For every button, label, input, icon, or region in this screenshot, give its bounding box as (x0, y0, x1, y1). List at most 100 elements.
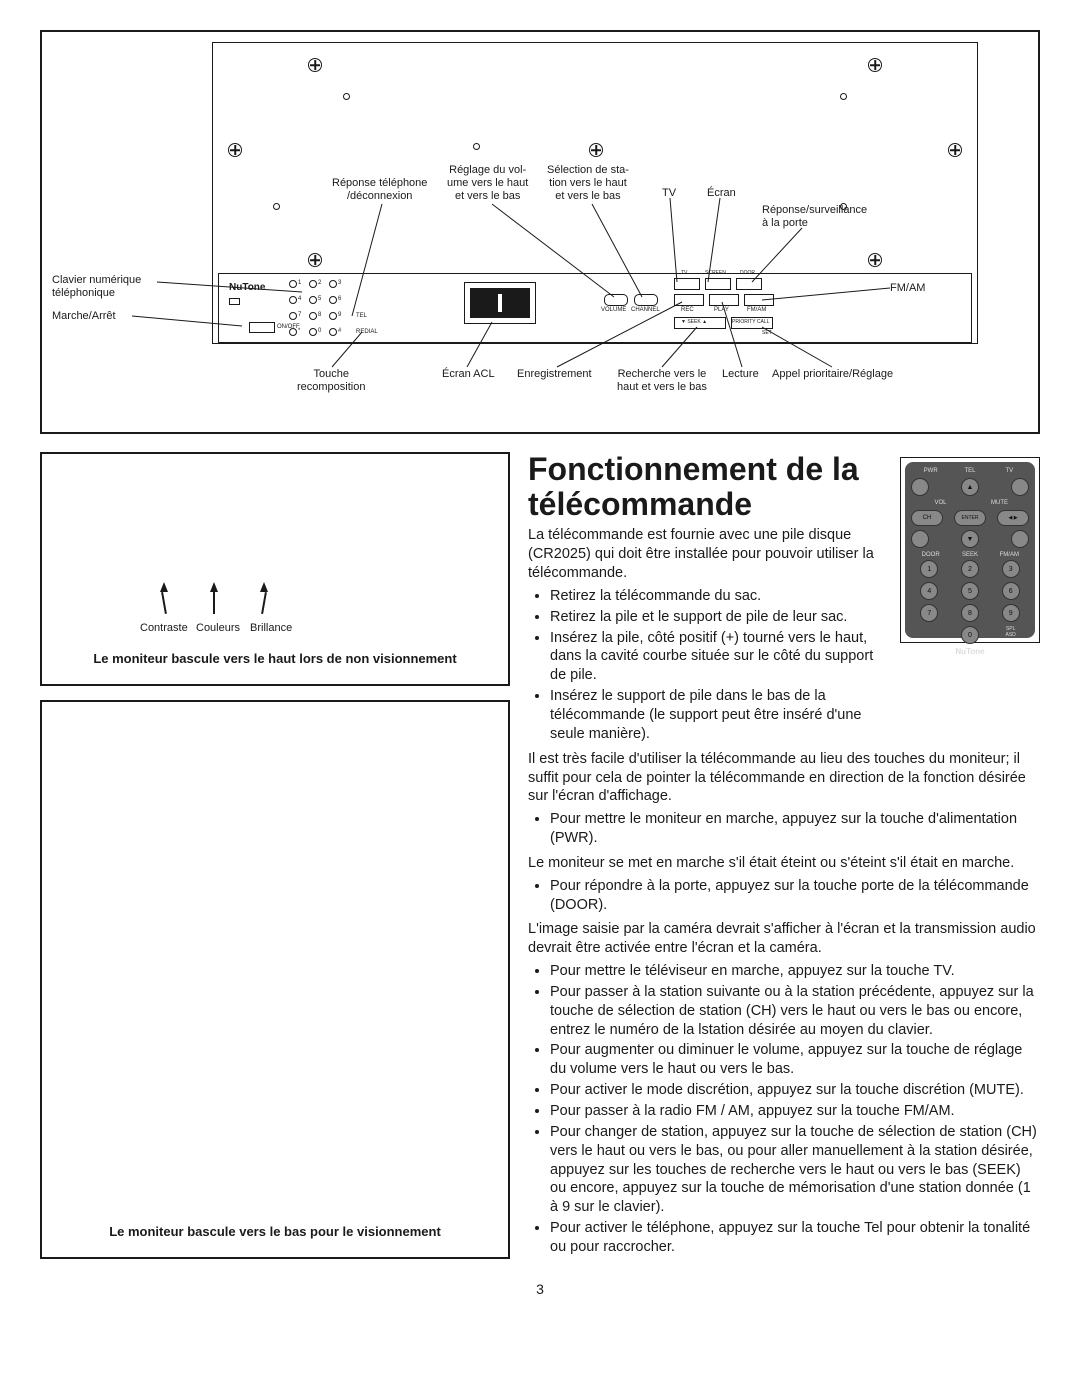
remote-key-button[interactable]: 2 (961, 560, 979, 578)
keypad-key-label: 4 (298, 296, 301, 302)
list-item: Pour passer à la station suivante ou à l… (550, 983, 1040, 1040)
keypad-button[interactable] (329, 296, 337, 304)
remote-down-button[interactable]: ▼ (961, 530, 979, 548)
contraste-label: Contraste (140, 622, 188, 634)
remote-fmam-button[interactable] (1011, 530, 1029, 548)
para-3: Le moniteur se met en marche s'il était … (528, 854, 1040, 873)
keypad-button[interactable] (289, 296, 297, 304)
callout-selection-sta: Sélection de sta-tion vers le hautet ver… (547, 164, 629, 204)
screen-button[interactable] (705, 278, 731, 290)
tv-button[interactable] (674, 278, 700, 290)
priority-label: PRIORITY CALL (732, 319, 769, 325)
screw-icon (308, 253, 322, 267)
remote-tv-button[interactable] (1011, 478, 1029, 496)
remote-enter-button[interactable]: ENTER (954, 510, 986, 526)
remote-seek-button[interactable]: ◀ ▶ (997, 510, 1029, 526)
keypad-button[interactable] (309, 296, 317, 304)
remote-pwr-button[interactable] (911, 478, 929, 496)
para-4: L'image saisie par la caméra devrait s'a… (528, 920, 1040, 958)
list-item: Pour activer le mode discrétion, appuyez… (550, 1081, 1040, 1100)
list-item: Pour augmenter ou diminuer le volume, ap… (550, 1041, 1040, 1079)
remote-pwr-label: PWR (911, 468, 950, 474)
bullet-list-2: Pour mettre le moniteur en marche, appuy… (528, 810, 1040, 848)
diagram-frame: NuTone 123456789*0# TEL REDIAL ON/OFF VO… (40, 30, 1040, 434)
remote-up-button[interactable]: ▲ (961, 478, 979, 496)
keypad-key-label: 8 (318, 312, 321, 318)
section-title: Fonctionnement de la télécommande (528, 452, 890, 522)
keypad-button[interactable] (329, 312, 337, 320)
chan-rocker[interactable] (634, 294, 658, 306)
monitor-up-box: Contraste Couleurs Brillance Le moniteur… (40, 452, 510, 686)
panel-tel-label: TEL (356, 313, 367, 319)
remote-key-button[interactable]: 4 (920, 582, 938, 600)
list-item: Pour passer à la radio FM / AM, appuyez … (550, 1102, 1040, 1121)
remote-fmam-label: FM/AM (990, 552, 1029, 558)
onoff-button[interactable] (249, 322, 275, 333)
bullet-list-1: Retirez la télécommande du sac. Retirez l… (528, 587, 890, 744)
keypad-key-label: 2 (318, 280, 321, 286)
remote-ch-button[interactable]: CH (911, 510, 943, 526)
remote-key-button[interactable]: 8 (961, 604, 979, 622)
keypad-key-label: 7 (298, 312, 301, 318)
callout-reponse-tel: Réponse téléphone/déconnexion (332, 177, 427, 203)
remote-key-button[interactable]: 0 (961, 626, 979, 644)
brillance-label: Brillance (250, 622, 292, 634)
fmam-button[interactable] (744, 294, 774, 306)
remote-seek-label: SEEK (950, 552, 989, 558)
remote-door-button[interactable] (911, 530, 929, 548)
keypad-key-label: 5 (318, 296, 321, 302)
callout-reglage-vol: Réglage du vol-ume vers le hautet vers l… (447, 164, 528, 204)
screw-icon (308, 58, 322, 72)
para-2: Il est très facile d'utiliser la télécom… (528, 750, 1040, 807)
remote-key-button[interactable]: 3 (1002, 560, 1020, 578)
list-item: Retirez la pile et le support de pile de… (550, 608, 890, 627)
keypad-button[interactable] (289, 280, 297, 288)
page: NuTone 123456789*0# TEL REDIAL ON/OFF VO… (0, 0, 1080, 1317)
list-item: Retirez la télécommande du sac. (550, 587, 890, 606)
panel-redial-label: REDIAL (356, 329, 378, 335)
callout-marche: Marche/Arrêt (52, 310, 116, 323)
remote-key-button[interactable]: 7 (920, 604, 938, 622)
keypad-button[interactable] (309, 280, 317, 288)
lower-section: Contraste Couleurs Brillance Le moniteur… (40, 452, 1040, 1273)
remote-key-button[interactable]: 5 (961, 582, 979, 600)
caption-down: Le moniteur bascule vers le bas pour le … (42, 1224, 508, 1239)
keypad-button[interactable] (309, 328, 317, 336)
remote-tv-label: TV (990, 468, 1029, 474)
rec-button[interactable] (674, 294, 704, 306)
remote-door-label: DOOR (911, 552, 950, 558)
keypad-key-label: 3 (338, 280, 341, 286)
arrow-up-icon (210, 582, 218, 592)
left-column: Contraste Couleurs Brillance Le moniteur… (40, 452, 510, 1273)
callout-touche-recomp: Toucherecomposition (297, 368, 365, 394)
list-item: Pour mettre le moniteur en marche, appuy… (550, 810, 1040, 848)
remote-key-button[interactable]: 6 (1002, 582, 1020, 600)
screw-icon (868, 253, 882, 267)
remote-key-button[interactable]: 1 (920, 560, 938, 578)
callout-ecran-acl: Écran ACL (442, 368, 495, 381)
door-button[interactable] (736, 278, 762, 290)
play-button[interactable] (709, 294, 739, 306)
remote-vol-label: VOL (911, 500, 970, 506)
lcd-display (464, 282, 536, 324)
led-icon (229, 298, 240, 305)
hole-icon (840, 93, 847, 100)
chan-label: CHANNEL (631, 307, 660, 313)
control-panel: NuTone 123456789*0# TEL REDIAL ON/OFF VO… (218, 273, 972, 343)
brand-label: NuTone (229, 282, 265, 293)
keypad-button[interactable] (329, 328, 337, 336)
remote-key-button[interactable]: 9 (1002, 604, 1020, 622)
screw-icon (589, 143, 603, 157)
callout-lecture: Lecture (722, 368, 759, 381)
keypad-key-label: 0 (318, 328, 321, 334)
keypad-button[interactable] (329, 280, 337, 288)
remote-mute-label: MUTE (970, 500, 1029, 506)
keypad-button[interactable] (309, 312, 317, 320)
vol-rocker[interactable] (604, 294, 628, 306)
fmam-label: FM/AM (747, 307, 766, 313)
hole-icon (343, 93, 350, 100)
callout-tv: TV (662, 187, 676, 200)
callout-recherche: Recherche vers lehaut et vers le bas (617, 368, 707, 394)
monitor-down-box: Le moniteur bascule vers le bas pour le … (40, 700, 510, 1259)
keypad-button[interactable] (289, 312, 297, 320)
